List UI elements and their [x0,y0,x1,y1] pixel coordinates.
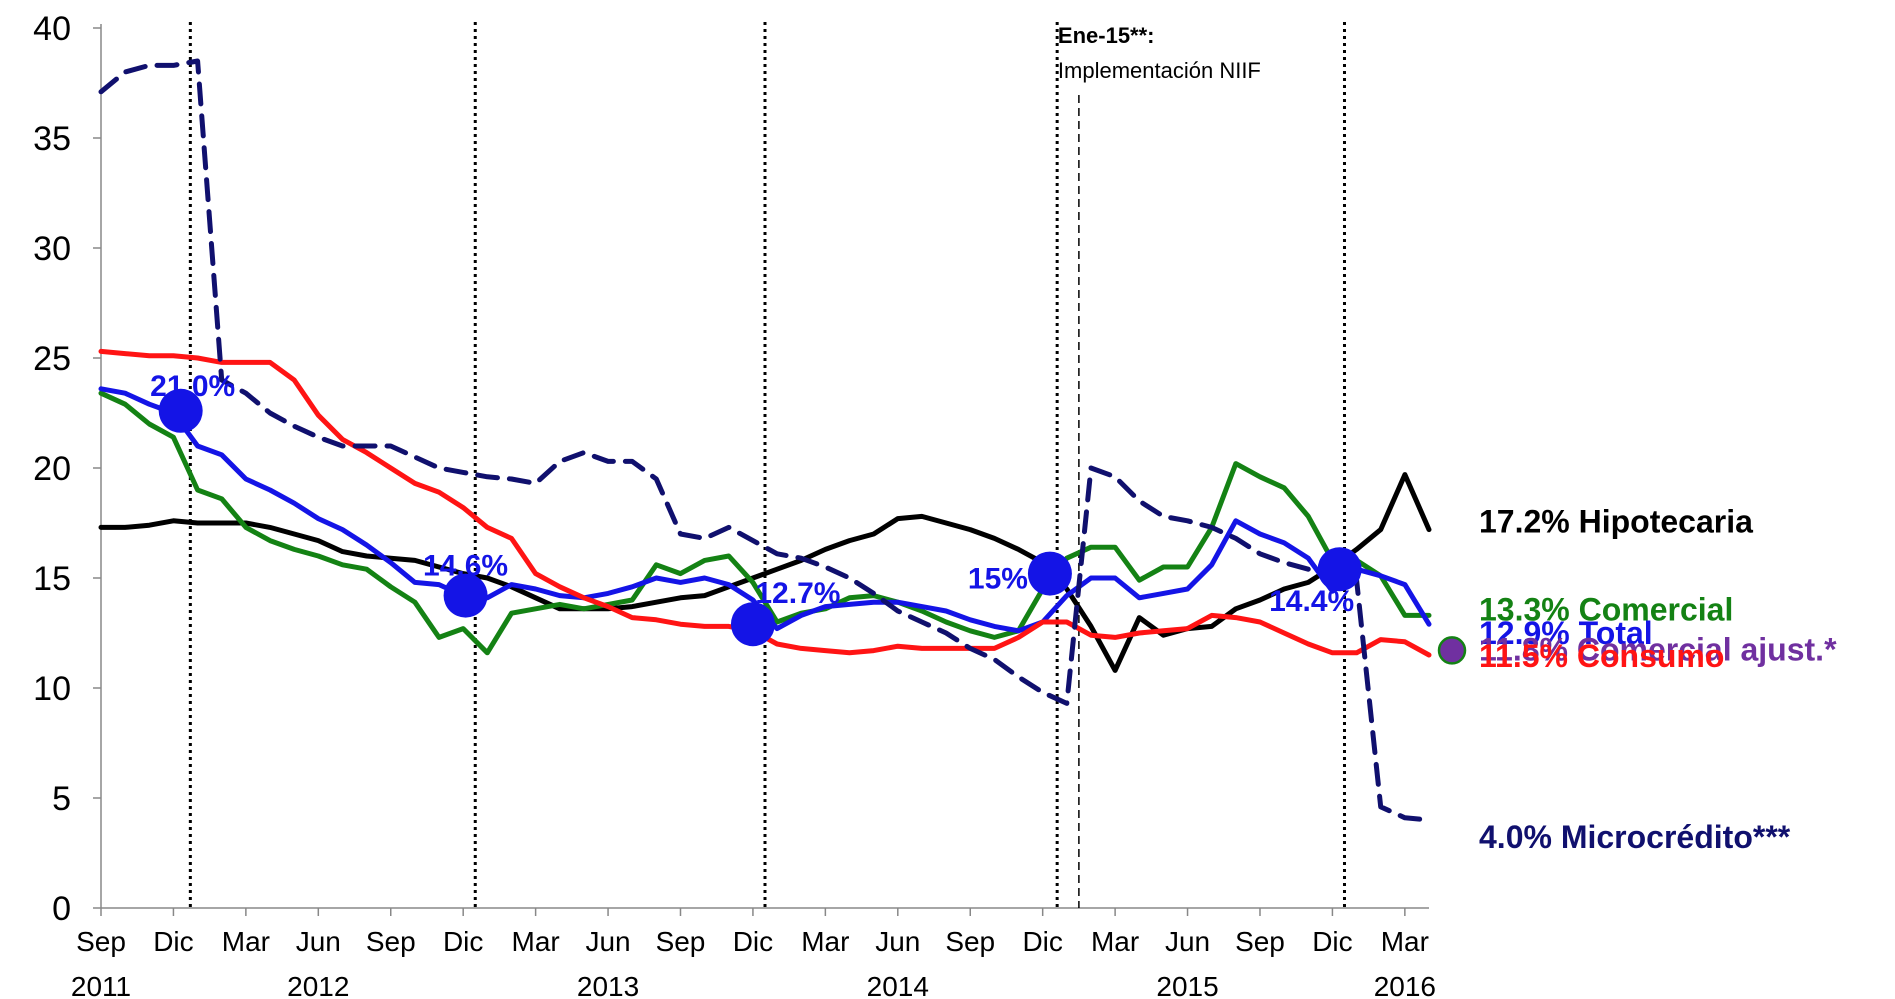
series-line-hipotecaria [98,472,1432,673]
highlight-point-label: 14.4% [1269,585,1354,618]
x-tick-label: Sep [945,926,995,957]
series-line-comercial [98,390,1432,656]
x-tick-label: Sep [1235,926,1285,957]
legend-entry: 17.2% Hipotecaria [1479,504,1753,540]
x-tick-label: Sep [76,926,126,957]
x-tick-label: Mar [801,926,849,957]
highlight-point [443,573,488,618]
x-year-label: 2013 [577,971,639,999]
x-tick-label: Dic [1022,926,1062,957]
legend-entry: 4.0% Microcrédito*** [1479,819,1791,855]
legend-entry: 13.3% Comercial [1479,591,1733,627]
x-tick-label: Dic [733,926,773,957]
x-year-label: 2011 [71,971,131,999]
x-tick-label: Jun [296,926,341,957]
highlight-point-label: 21.0% [150,370,235,403]
y-tick-label: 35 [33,120,71,158]
x-tick-label: Mar [1091,926,1139,957]
legend-entry: 11.8% Comercial ajust.* [1479,631,1837,667]
highlight-point [158,388,203,433]
x-tick-label: Jun [875,926,920,957]
highlight-point-label: 12.7% [755,577,840,610]
x-tick-label: Mar [222,926,270,957]
y-tick-label: 40 [33,10,71,48]
y-tick-label: 0 [52,890,71,928]
highlight-point [1027,551,1072,596]
x-tick-label: Dic [1312,926,1352,957]
legend-entry: 12.9% Total [1479,615,1653,651]
series-line-microcrdito [98,58,1432,823]
annotation-title: Ene-15**: [1058,23,1155,48]
y-tick-label: 25 [33,340,71,378]
y-tick-label: 10 [33,670,71,708]
highlight-point [730,602,775,647]
x-tick-label: Mar [1381,926,1429,957]
x-year-label: 2016 [1374,971,1436,999]
x-tick-label: Dic [443,926,483,957]
y-tick-label: 20 [33,450,71,488]
y-tick-label: 5 [52,780,71,818]
x-tick-label: Sep [366,926,416,957]
annotation-text: Implementación NIIF [1058,58,1261,83]
x-year-label: 2014 [867,971,929,999]
x-tick-label: Dic [153,926,193,957]
legend-marker-comercial-ajust [1437,636,1467,665]
x-tick-label: Sep [656,926,706,957]
highlight-point-label: 14.6% [423,550,508,583]
x-year-label: 2015 [1156,971,1218,999]
x-tick-label: Jun [1165,926,1210,957]
x-tick-label: Mar [512,926,560,957]
y-tick-label: 15 [33,560,71,598]
legend-entry: 11.5% Consumo [1479,638,1724,674]
highlight-point-label: 15% [968,563,1028,596]
highlight-point [1317,547,1362,592]
x-year-label: 2012 [287,971,349,999]
x-tick-label: Jun [585,926,630,957]
y-tick-label: 30 [33,230,71,268]
